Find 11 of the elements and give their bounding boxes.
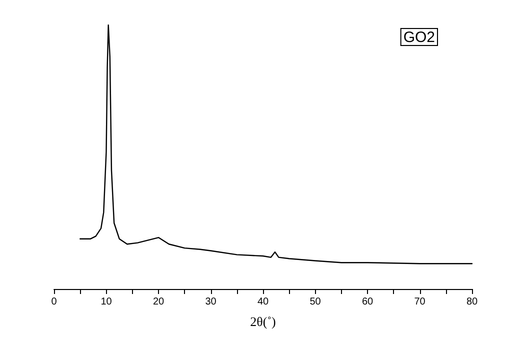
x-tick-label: 40 (257, 296, 269, 308)
x-tick-label: 80 (466, 296, 478, 308)
annotation: GO2 (403, 29, 436, 46)
x-tick-label: 30 (205, 296, 217, 308)
x-tick-label: 20 (152, 296, 164, 308)
x-tick-label: 50 (310, 296, 322, 308)
x-tick-label: 60 (362, 296, 374, 308)
x-tick-label: 10 (100, 296, 112, 308)
x-tick-label: 0 (51, 296, 58, 308)
x-axis-title: 2θ(˚) (250, 314, 276, 329)
x-tick-label: 70 (414, 296, 426, 308)
